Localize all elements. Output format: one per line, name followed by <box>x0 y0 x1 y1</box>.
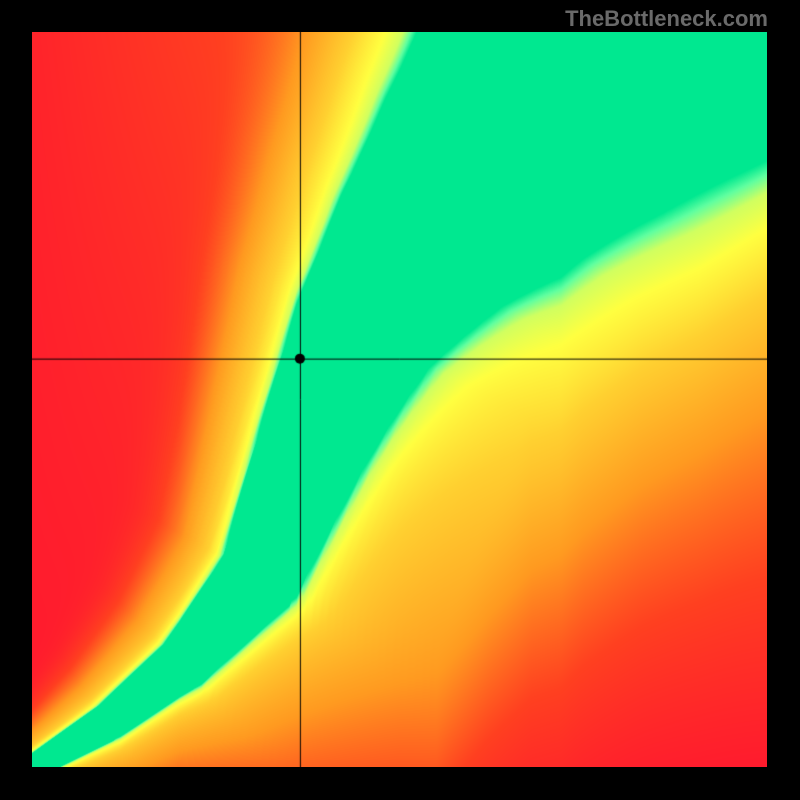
chart-container: TheBottleneck.com <box>0 0 800 800</box>
watermark-text: TheBottleneck.com <box>565 6 768 32</box>
plot-area <box>32 32 767 767</box>
heatmap-canvas <box>32 32 767 767</box>
